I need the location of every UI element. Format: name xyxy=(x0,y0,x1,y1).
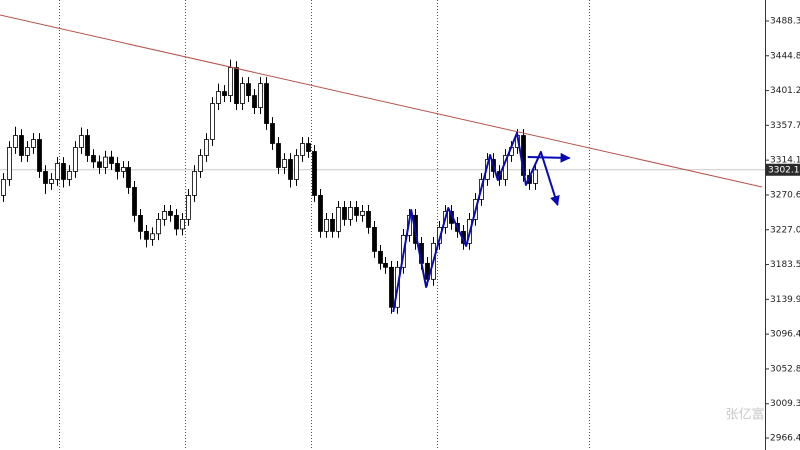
candle-body xyxy=(282,159,287,168)
candle-body xyxy=(354,207,359,216)
candle-body xyxy=(25,147,30,156)
candle-body xyxy=(210,103,215,140)
candle-body xyxy=(258,83,263,108)
y-tick-label: 3314.15 xyxy=(770,156,800,166)
y-tick-label: 3139.95 xyxy=(770,295,800,305)
last-price-tag xyxy=(766,163,800,176)
candle-body xyxy=(126,167,131,188)
candle-body xyxy=(389,266,394,308)
candle-body xyxy=(306,143,311,152)
candle-body xyxy=(222,91,227,96)
candle-body xyxy=(383,262,388,268)
y-tick-label: 3052.85 xyxy=(770,364,800,374)
candle-body xyxy=(318,195,323,232)
candle-body xyxy=(342,207,347,220)
candle-body xyxy=(103,156,108,168)
drawn-arrow xyxy=(392,132,560,313)
candle-body xyxy=(330,219,335,232)
candle-body xyxy=(234,67,239,104)
candle-body xyxy=(132,187,137,216)
candle-body xyxy=(533,169,538,184)
candle-body xyxy=(372,226,377,252)
y-tick-label: 3227.05 xyxy=(770,225,800,235)
candle-body xyxy=(73,147,78,172)
candle-body xyxy=(174,215,179,230)
candle-body xyxy=(13,135,18,148)
y-tick-label: 2966.40 xyxy=(770,434,800,444)
candle-body xyxy=(378,250,383,264)
candle-body xyxy=(216,91,221,104)
candle-body xyxy=(162,211,167,220)
candle-body xyxy=(276,143,281,168)
candle-body xyxy=(138,215,143,232)
candle-body xyxy=(61,163,66,180)
candle-body xyxy=(109,156,114,164)
candle-body xyxy=(49,179,54,184)
candle-body xyxy=(7,147,12,180)
y-tick-label: 3009.30 xyxy=(770,399,800,409)
y-tick-label: 3270.60 xyxy=(770,190,800,200)
candle-body xyxy=(198,155,203,172)
y-tick-label: 3096.40 xyxy=(770,330,800,340)
candle-body xyxy=(312,151,317,196)
candle-body xyxy=(324,219,329,232)
candle-body xyxy=(300,143,305,156)
candle-body xyxy=(246,83,251,96)
candle-body xyxy=(19,135,24,156)
y-tick-label: 3488.35 xyxy=(770,16,800,26)
candle-body xyxy=(79,135,84,148)
y-tick-label: 3401.25 xyxy=(770,86,800,96)
candle-body xyxy=(121,167,126,172)
candle-body xyxy=(228,67,233,96)
candle-body xyxy=(156,219,161,235)
drawn-arrow xyxy=(527,152,571,163)
candle-body xyxy=(270,123,275,144)
candle-body xyxy=(180,219,185,230)
candle-body xyxy=(240,83,245,104)
candle-body xyxy=(288,159,293,180)
y-tick-label: 3357.70 xyxy=(770,121,800,131)
candle-body xyxy=(294,155,299,180)
trendline xyxy=(0,14,763,188)
candle-body xyxy=(43,171,48,184)
candle-body xyxy=(150,233,155,240)
last-price-label: 3302.14 xyxy=(768,165,800,175)
candle-body xyxy=(252,95,257,108)
candle-body xyxy=(264,83,269,124)
candle-body xyxy=(168,211,173,216)
candle-body xyxy=(144,230,149,240)
candle-body xyxy=(348,207,353,220)
candle-body xyxy=(186,195,191,220)
candle-body xyxy=(67,171,72,180)
y-tick-label: 3444.80 xyxy=(770,51,800,61)
watermark: 张亿富 xyxy=(725,407,764,423)
candle-body xyxy=(336,207,341,232)
y-tick-label: 3183.50 xyxy=(770,260,800,270)
candle-body xyxy=(91,155,96,163)
candle-body xyxy=(97,161,102,168)
candle-body xyxy=(360,211,365,216)
candle-body xyxy=(37,139,42,172)
candle-body xyxy=(31,139,36,148)
candle-body xyxy=(204,139,209,156)
candle-body xyxy=(115,163,120,172)
separators xyxy=(59,0,590,450)
candle-body xyxy=(366,211,371,228)
candle-body xyxy=(85,135,90,156)
candle-body xyxy=(192,171,197,196)
candle-body xyxy=(55,163,60,180)
candle-body xyxy=(1,179,6,196)
